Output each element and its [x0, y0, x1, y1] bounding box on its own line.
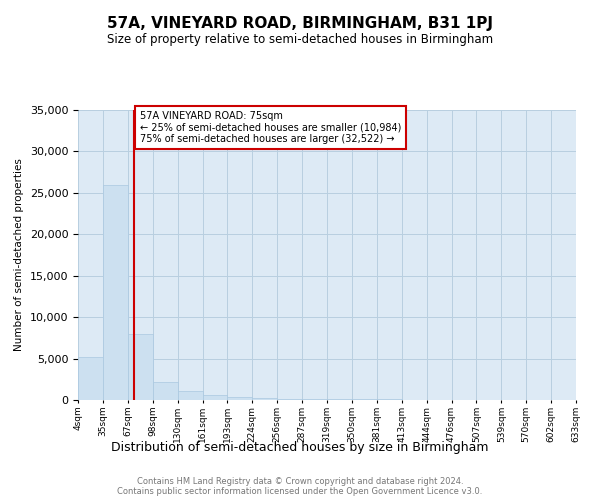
Bar [128, 334, 153, 400]
Bar [253, 398, 277, 400]
Text: Size of property relative to semi-detached houses in Birmingham: Size of property relative to semi-detach… [107, 32, 493, 46]
Bar [178, 392, 203, 400]
Bar [327, 399, 352, 400]
Bar [277, 399, 302, 400]
Bar [78, 357, 103, 400]
Y-axis label: Number of semi-detached properties: Number of semi-detached properties [14, 158, 24, 352]
Bar [203, 396, 227, 400]
Text: 57A VINEYARD ROAD: 75sqm
← 25% of semi-detached houses are smaller (10,984)
75% : 57A VINEYARD ROAD: 75sqm ← 25% of semi-d… [140, 110, 401, 144]
Bar [153, 382, 178, 400]
Bar [103, 184, 128, 400]
Bar [302, 399, 327, 400]
Text: Distribution of semi-detached houses by size in Birmingham: Distribution of semi-detached houses by … [111, 441, 489, 454]
Text: 57A, VINEYARD ROAD, BIRMINGHAM, B31 1PJ: 57A, VINEYARD ROAD, BIRMINGHAM, B31 1PJ [107, 16, 493, 31]
Text: Contains HM Land Registry data © Crown copyright and database right 2024.
Contai: Contains HM Land Registry data © Crown c… [118, 476, 482, 496]
Bar [227, 398, 253, 400]
